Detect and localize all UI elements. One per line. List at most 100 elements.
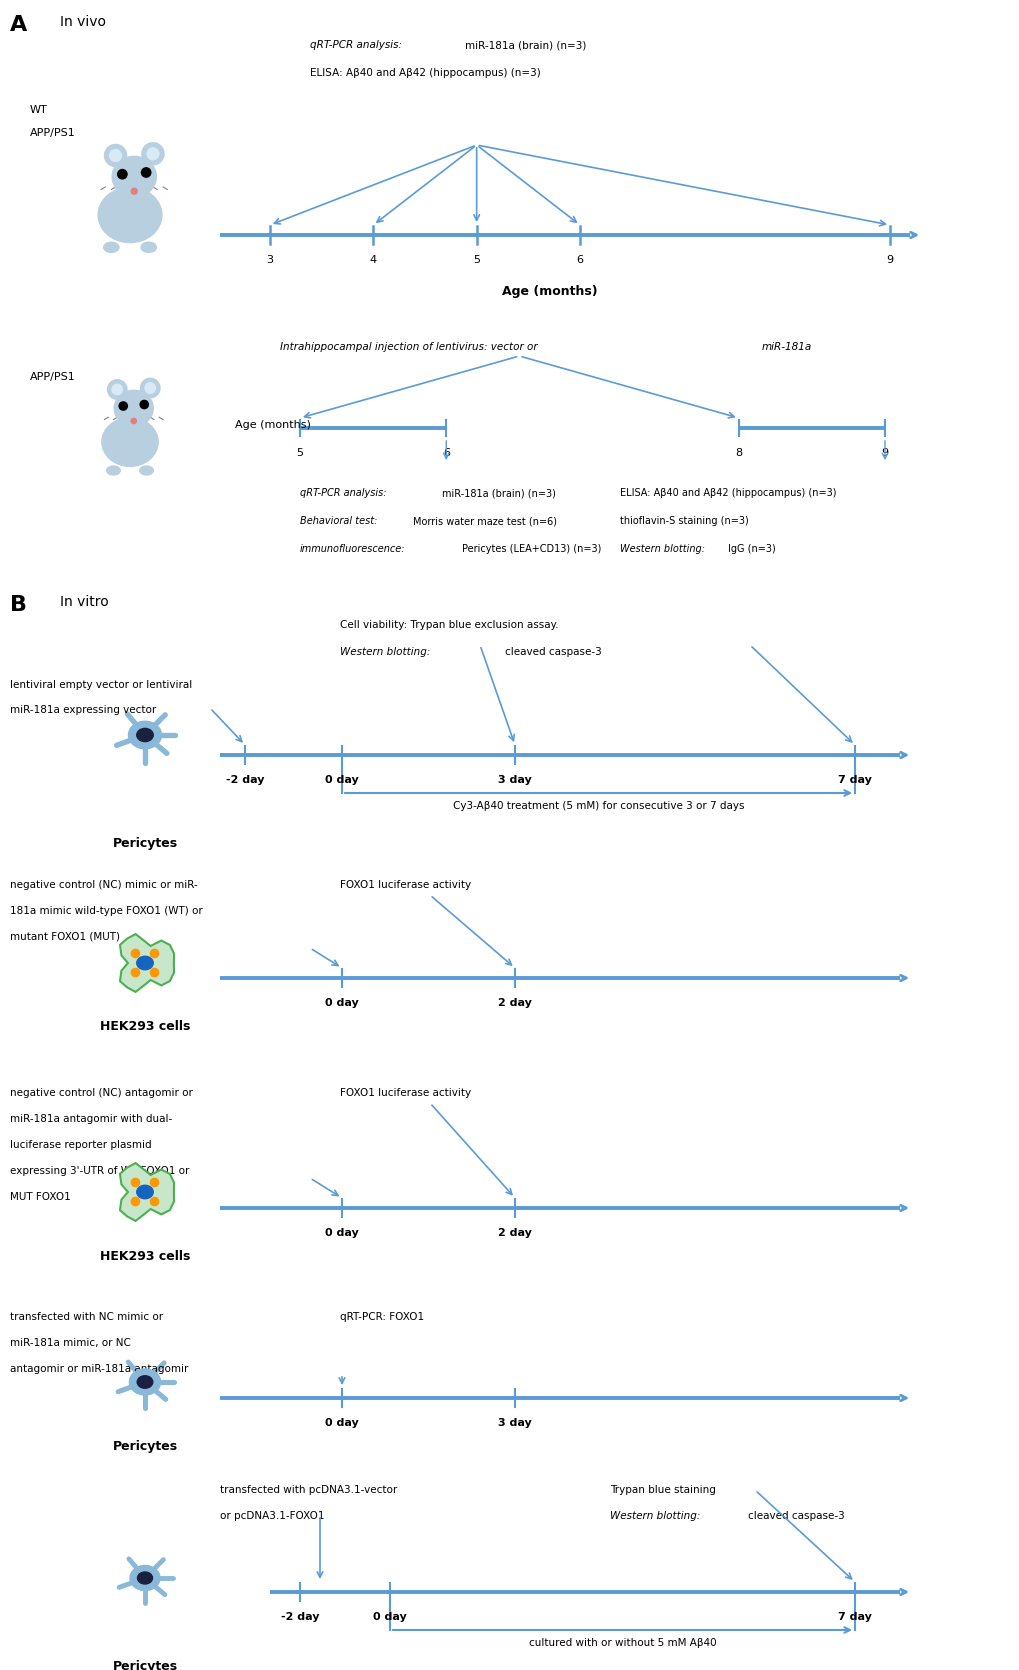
Text: immunofluorescence:: immunofluorescence: xyxy=(300,544,406,554)
Text: transfected with NC mimic or: transfected with NC mimic or xyxy=(10,1313,163,1323)
Text: lentiviral empty vector or lentiviral: lentiviral empty vector or lentiviral xyxy=(10,680,192,690)
Text: ELISA: Aβ40 and Aβ42 (hippocampus) (n=3): ELISA: Aβ40 and Aβ42 (hippocampus) (n=3) xyxy=(310,68,540,78)
Text: FOXO1 luciferase activity: FOXO1 luciferase activity xyxy=(339,880,471,890)
Text: 5: 5 xyxy=(297,448,304,458)
Ellipse shape xyxy=(138,1571,153,1585)
Text: Pericytes: Pericytes xyxy=(112,837,177,850)
Text: ELISA: Aβ40 and Aβ42 (hippocampus) (n=3): ELISA: Aβ40 and Aβ42 (hippocampus) (n=3) xyxy=(620,488,836,498)
Text: cleaved caspase-3: cleaved caspase-3 xyxy=(504,646,601,656)
Ellipse shape xyxy=(129,1565,160,1590)
Text: expressing 3'-UTR of WT FOXO1 or: expressing 3'-UTR of WT FOXO1 or xyxy=(10,1166,190,1176)
Text: mutant FOXO1 (MUT): mutant FOXO1 (MUT) xyxy=(10,932,120,942)
Text: Cy3-Aβ40 treatment (5 mM) for consecutive 3 or 7 days: Cy3-Aβ40 treatment (5 mM) for consecutiv… xyxy=(452,802,744,812)
Text: 3 day: 3 day xyxy=(497,775,531,785)
Text: 7 day: 7 day xyxy=(838,1612,871,1622)
Text: HEK293 cells: HEK293 cells xyxy=(100,1251,190,1263)
Text: 4: 4 xyxy=(370,256,377,266)
Text: antagomir or miR-181a antagomir: antagomir or miR-181a antagomir xyxy=(10,1364,189,1374)
Text: 0 day: 0 day xyxy=(325,775,359,785)
Ellipse shape xyxy=(141,242,156,252)
Text: APP/PS1: APP/PS1 xyxy=(30,372,75,382)
Text: 0 day: 0 day xyxy=(325,1227,359,1237)
Text: -2 day: -2 day xyxy=(280,1612,319,1622)
Ellipse shape xyxy=(128,721,161,748)
Ellipse shape xyxy=(137,1186,153,1199)
Ellipse shape xyxy=(112,157,156,197)
Text: 5: 5 xyxy=(473,256,480,266)
Ellipse shape xyxy=(140,466,153,474)
Text: 3: 3 xyxy=(266,256,273,266)
Text: Intrahippocampal injection of lentivirus: vector or: Intrahippocampal injection of lentivirus… xyxy=(280,342,537,352)
Text: FOXO1 luciferase activity: FOXO1 luciferase activity xyxy=(339,1087,471,1097)
Ellipse shape xyxy=(138,1376,153,1388)
Ellipse shape xyxy=(98,187,162,242)
Text: 8: 8 xyxy=(735,448,742,458)
Text: 2 day: 2 day xyxy=(497,1227,532,1237)
Text: Morris water maze test (n=6): Morris water maze test (n=6) xyxy=(413,516,556,526)
Text: luciferase reporter plasmid: luciferase reporter plasmid xyxy=(10,1141,152,1151)
Text: Pericytes: Pericytes xyxy=(112,1660,177,1670)
Text: APP/PS1: APP/PS1 xyxy=(30,129,75,139)
Text: Behavioral test:: Behavioral test: xyxy=(300,516,377,526)
Text: WT: WT xyxy=(30,105,48,115)
Ellipse shape xyxy=(112,384,122,394)
Text: -2 day: -2 day xyxy=(225,775,264,785)
Ellipse shape xyxy=(114,391,153,426)
Text: transfected with pcDNA3.1-vector: transfected with pcDNA3.1-vector xyxy=(220,1485,396,1495)
Text: qRT-PCR: FOXO1: qRT-PCR: FOXO1 xyxy=(339,1313,424,1323)
Text: miR-181a: miR-181a xyxy=(761,342,811,352)
Text: IgG (n=3): IgG (n=3) xyxy=(728,544,775,554)
Text: Pericytes: Pericytes xyxy=(112,1440,177,1453)
Circle shape xyxy=(150,1197,159,1206)
Text: Age (months): Age (months) xyxy=(234,419,311,429)
Text: HEK293 cells: HEK293 cells xyxy=(100,1020,190,1034)
Circle shape xyxy=(131,1179,140,1187)
Circle shape xyxy=(150,969,159,977)
Text: 7 day: 7 day xyxy=(838,775,871,785)
Text: qRT-PCR analysis:: qRT-PCR analysis: xyxy=(300,488,386,498)
Circle shape xyxy=(150,949,159,957)
Text: In vivo: In vivo xyxy=(60,15,106,28)
Ellipse shape xyxy=(109,150,121,162)
Text: miR-181a mimic, or NC: miR-181a mimic, or NC xyxy=(10,1338,130,1348)
Ellipse shape xyxy=(142,142,164,165)
Circle shape xyxy=(131,1197,140,1206)
Text: 2 day: 2 day xyxy=(497,999,532,1009)
Circle shape xyxy=(119,402,127,411)
Polygon shape xyxy=(120,1162,174,1221)
Text: miR-181a antagomir with dual-: miR-181a antagomir with dual- xyxy=(10,1114,172,1124)
Ellipse shape xyxy=(102,418,158,466)
Circle shape xyxy=(131,419,137,424)
Ellipse shape xyxy=(137,728,153,741)
Text: Western blotting:: Western blotting: xyxy=(620,544,704,554)
Ellipse shape xyxy=(104,144,126,167)
Circle shape xyxy=(117,170,127,179)
Text: 9: 9 xyxy=(880,448,888,458)
Text: Western blotting:: Western blotting: xyxy=(339,646,430,656)
Ellipse shape xyxy=(104,242,119,252)
Circle shape xyxy=(131,189,138,194)
Text: qRT-PCR analysis:: qRT-PCR analysis: xyxy=(310,40,401,50)
Text: cultured with or without 5 mM Aβ40: cultured with or without 5 mM Aβ40 xyxy=(528,1638,715,1648)
Ellipse shape xyxy=(137,957,153,970)
Text: miR-181a expressing vector: miR-181a expressing vector xyxy=(10,705,156,715)
Text: Age (months): Age (months) xyxy=(501,286,597,297)
Text: Pericytes (LEA+CD13) (n=3): Pericytes (LEA+CD13) (n=3) xyxy=(462,544,601,554)
Polygon shape xyxy=(120,934,174,992)
Circle shape xyxy=(140,401,148,409)
Text: MUT FOXO1: MUT FOXO1 xyxy=(10,1192,70,1202)
Circle shape xyxy=(131,969,140,977)
Text: miR-181a (brain) (n=3): miR-181a (brain) (n=3) xyxy=(441,488,555,498)
Text: negative control (NC) mimic or miR-: negative control (NC) mimic or miR- xyxy=(10,880,198,890)
Text: 181a mimic wild-type FOXO1 (WT) or: 181a mimic wild-type FOXO1 (WT) or xyxy=(10,907,203,917)
Text: 3 day: 3 day xyxy=(497,1418,531,1428)
Text: A: A xyxy=(10,15,28,35)
Text: 9: 9 xyxy=(886,256,893,266)
Ellipse shape xyxy=(107,466,120,474)
Text: 0 day: 0 day xyxy=(373,1612,407,1622)
Text: negative control (NC) antagomir or: negative control (NC) antagomir or xyxy=(10,1087,193,1097)
Text: 0 day: 0 day xyxy=(325,999,359,1009)
Text: cleaved caspase-3: cleaved caspase-3 xyxy=(747,1511,844,1521)
Text: 6: 6 xyxy=(576,256,583,266)
Text: 0 day: 0 day xyxy=(325,1418,359,1428)
